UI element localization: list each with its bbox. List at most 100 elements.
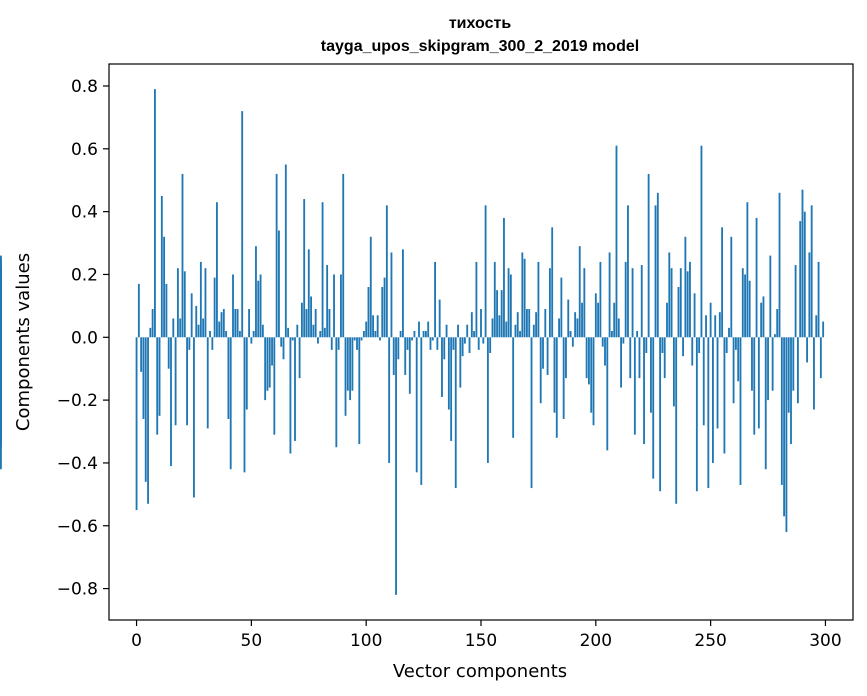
bar: [771, 337, 774, 391]
bar: [484, 205, 487, 338]
bar: [464, 337, 466, 344]
bar: [397, 337, 400, 360]
bar: [160, 195, 163, 338]
bar: [305, 309, 308, 338]
bar: [689, 261, 691, 338]
bar: [176, 268, 179, 338]
bar: [234, 309, 237, 338]
bar: [144, 337, 147, 482]
bar: [491, 318, 494, 338]
bar: [822, 321, 825, 338]
bar: [548, 268, 551, 338]
bar: [505, 321, 508, 338]
bar: [576, 318, 579, 338]
bar: [659, 337, 662, 492]
bar: [757, 337, 760, 429]
bar: [349, 337, 352, 401]
bar: [588, 337, 590, 385]
bar: [606, 337, 609, 451]
bar: [248, 309, 250, 338]
bar: [374, 331, 377, 338]
bar: [266, 337, 269, 391]
bar: [443, 337, 446, 360]
bar: [360, 337, 363, 341]
bar: [202, 318, 205, 338]
y-tick-label: −0.4: [57, 454, 98, 474]
bar: [590, 337, 593, 413]
bar: [769, 255, 772, 338]
bar: [431, 337, 434, 341]
bar: [273, 337, 276, 435]
bar: [539, 337, 542, 404]
bar: [199, 261, 202, 338]
y-axis: −0.8 −0.6 −0.4 −0.2 0.0 0.2 0.4 0.6 0.8: [57, 77, 109, 600]
bar: [424, 331, 427, 338]
bar: [707, 337, 710, 489]
bar: [695, 337, 698, 492]
bar: [436, 337, 439, 350]
bar: [340, 274, 342, 338]
bar: [523, 258, 526, 338]
bar: [151, 309, 154, 338]
bar: [369, 236, 372, 338]
bar: [631, 268, 634, 338]
bar: [480, 309, 482, 338]
bar: [372, 315, 374, 338]
bar: [496, 290, 498, 338]
bar: [613, 302, 616, 338]
bar: [640, 265, 643, 338]
bar: [335, 337, 338, 448]
bar: [365, 321, 368, 338]
bar: [716, 337, 719, 429]
bar: [183, 271, 186, 338]
bar: [434, 261, 436, 338]
bar: [209, 331, 211, 338]
bar: [294, 337, 296, 441]
bar: [287, 327, 290, 338]
bar: [245, 337, 248, 410]
bar: [206, 337, 209, 429]
bar: [794, 265, 797, 338]
bar: [213, 277, 216, 338]
bar: [314, 309, 317, 338]
bar: [489, 337, 492, 353]
bar: [819, 337, 822, 379]
bar: [271, 337, 273, 366]
bar: [654, 205, 657, 338]
bar: [702, 337, 705, 426]
chart-subtitle: tayga_upos_skipgram_300_2_2019 model: [321, 38, 639, 55]
bar: [323, 327, 326, 338]
bar: [406, 337, 409, 350]
bar: [385, 205, 388, 338]
bar: [551, 227, 554, 338]
bar: [475, 261, 478, 338]
bar: [780, 337, 783, 485]
bar: [179, 318, 182, 338]
bar: [275, 173, 278, 338]
bar: [454, 337, 457, 489]
bar: [238, 331, 241, 338]
bar: [259, 274, 262, 338]
bar: [734, 337, 737, 350]
bar: [778, 192, 781, 338]
bar: [261, 324, 264, 338]
bar: [604, 337, 606, 366]
bar: [241, 111, 244, 338]
bar: [585, 337, 588, 379]
bar: [402, 249, 404, 338]
bar: [581, 302, 583, 338]
bar: [296, 324, 299, 338]
bar: [601, 337, 604, 347]
bar: [562, 337, 565, 419]
bar: [257, 280, 260, 338]
bar: [698, 337, 701, 353]
bar: [542, 337, 544, 369]
bar: [470, 312, 473, 338]
bar: [799, 221, 802, 338]
bar: [466, 324, 469, 338]
bar: [356, 337, 358, 350]
bar: [342, 173, 345, 338]
bar: [333, 274, 335, 338]
bar: [725, 337, 728, 353]
bar: [610, 331, 613, 338]
